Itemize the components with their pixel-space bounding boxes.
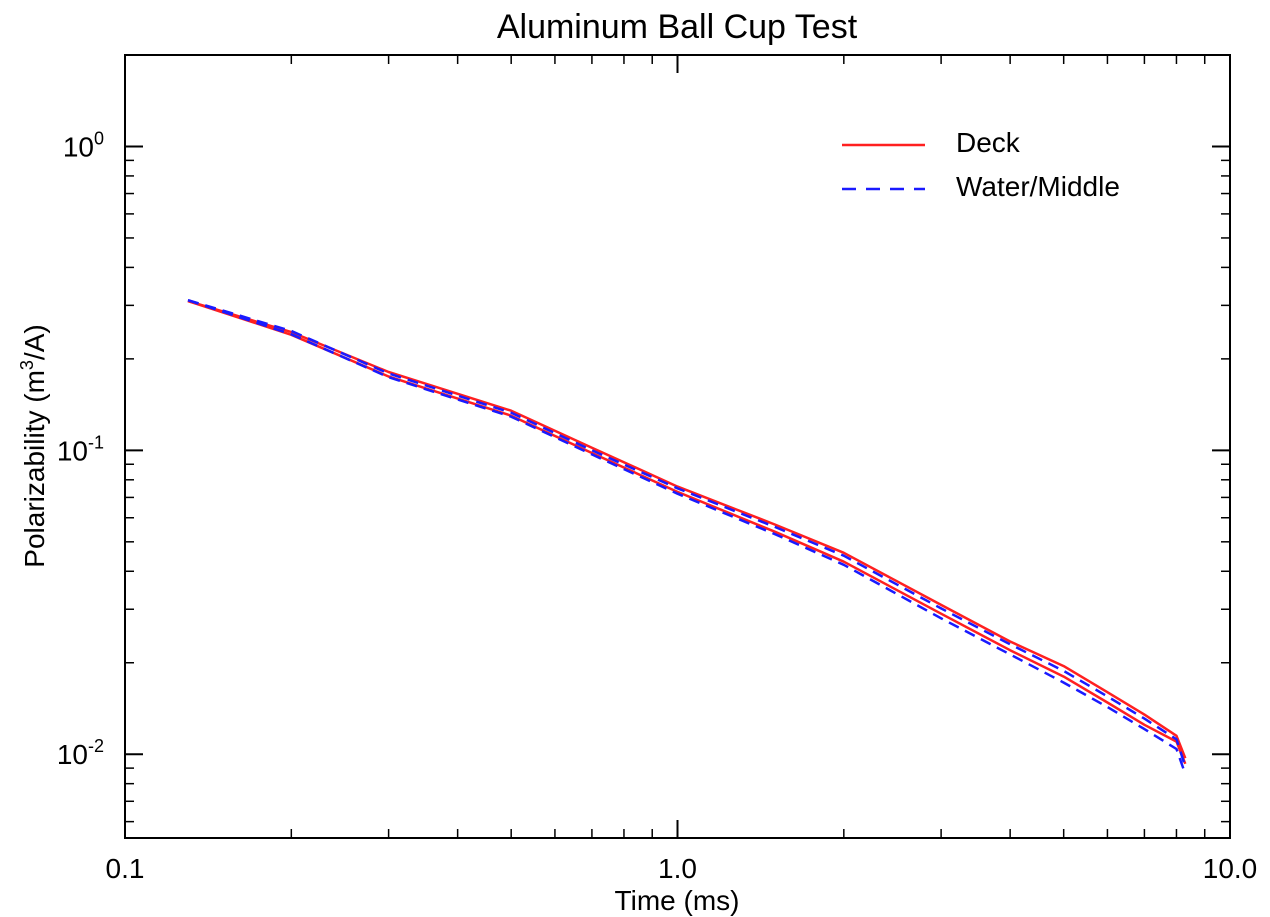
- y-tick-base: 10: [63, 131, 94, 162]
- series-line-water-middle-2: [187, 299, 1187, 775]
- y-tick-base: 10: [57, 739, 88, 770]
- y-tick-exponent: -2: [88, 736, 104, 756]
- y-tick-exponent: -1: [88, 432, 104, 452]
- series-line-water-middle-3: [187, 299, 1187, 768]
- legend: Deck Water/Middle: [842, 127, 1120, 202]
- x-tick-label: 1.0: [658, 853, 697, 884]
- major-ticks: [124, 55, 1231, 838]
- y-axis-label-main: Polarizability (m: [19, 370, 50, 568]
- y-tick-label: 10-1: [57, 432, 104, 466]
- y-axis-label-end: /A): [19, 324, 50, 360]
- x-tick-labels: 0.1 1.0 10.0: [106, 853, 1258, 884]
- series-layer: [187, 299, 1187, 775]
- minor-ticks: [125, 54, 1230, 838]
- y-tick-label: 100: [63, 128, 104, 162]
- x-tick-label: 0.1: [106, 853, 145, 884]
- series-line-deck-1: [187, 299, 1187, 759]
- y-tick-base: 10: [57, 435, 88, 466]
- y-axis-label: Polarizability (m3/A): [17, 324, 50, 567]
- y-axis-label-exponent: 3: [17, 360, 37, 370]
- y-tick-label: 10-2: [57, 736, 104, 770]
- series-line-deck-0: [187, 299, 1187, 765]
- x-axis-label: Time (ms): [615, 885, 740, 916]
- chart-title: Aluminum Ball Cup Test: [497, 8, 858, 46]
- x-tick-label: 10.0: [1203, 853, 1258, 884]
- y-tick-exponent: 0: [94, 128, 104, 148]
- legend-label-deck: Deck: [956, 127, 1021, 158]
- legend-label-water-middle: Water/Middle: [956, 171, 1120, 202]
